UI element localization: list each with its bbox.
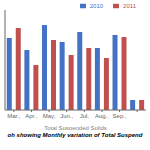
svg-text:Jun.,: Jun., xyxy=(60,113,73,119)
svg-text:Aug.,: Aug., xyxy=(95,113,109,119)
svg-text:Apr.,: Apr., xyxy=(25,113,38,119)
html-text:2010: 2010 xyxy=(89,3,104,9)
svg-text:Sep.,: Sep., xyxy=(113,113,127,119)
svg-text:Jul,: Jul, xyxy=(80,113,90,119)
svg-text:Mar.,: Mar., xyxy=(8,113,21,119)
html-text:oh showing Monthly variation o: oh showing Monthly variation of Total Su… xyxy=(7,132,143,138)
html-text:2011: 2011 xyxy=(123,3,136,9)
svg-text:May,: May, xyxy=(43,113,56,119)
svg-text:Total Suspended Solids: Total Suspended Solids xyxy=(44,125,107,130)
